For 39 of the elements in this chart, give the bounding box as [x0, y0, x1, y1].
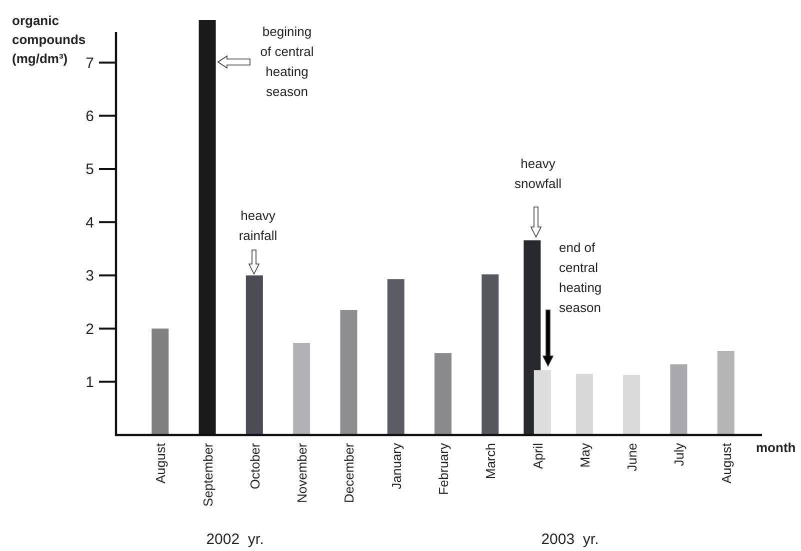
bar	[340, 310, 358, 435]
x-tick-label: May	[577, 442, 592, 468]
x-tick-label: August	[718, 442, 734, 484]
x-tick-label: March	[483, 443, 498, 480]
bar	[434, 353, 452, 435]
annotation: end of central heating season	[559, 240, 602, 315]
bar	[534, 370, 551, 435]
x-tick-label: October	[247, 442, 262, 490]
annotation: heavy snowfall	[514, 156, 562, 191]
bar	[387, 279, 404, 435]
y-tick-label: 6	[86, 108, 94, 126]
bar	[152, 328, 169, 435]
x-tick-label: September	[200, 442, 216, 507]
y-tick-label: 1	[86, 374, 94, 392]
x-tick-label: April	[530, 442, 546, 470]
annotation: begining of central heating season	[260, 24, 314, 99]
bar	[623, 374, 640, 435]
x-tick-label: February	[436, 442, 451, 496]
bar	[576, 374, 593, 435]
y-tick-label: 5	[86, 161, 94, 178]
text: 2003 yr.	[541, 531, 599, 548]
y-tick-label: 4	[86, 214, 94, 232]
x-tick-label: December	[342, 442, 357, 503]
y-tick-label: 2	[86, 320, 94, 338]
bar	[670, 364, 688, 435]
bar	[293, 342, 310, 435]
bar	[482, 274, 499, 435]
x-tick-label: June	[624, 443, 640, 472]
x-tick-label: January	[388, 442, 404, 490]
y-tick-label: 3	[86, 268, 94, 285]
x-axis-title: month	[756, 440, 796, 455]
y-tick-label: 7	[86, 54, 94, 72]
y-axis-title: organic compounds (mg/dm³)	[12, 13, 86, 66]
x-tick-label: August	[153, 442, 168, 484]
annotation: heavy rainfall	[238, 208, 278, 243]
text: 2002 yr.	[206, 531, 264, 548]
bar	[717, 350, 734, 435]
x-tick-label: July	[672, 442, 687, 466]
x-tick-label: November	[294, 442, 310, 503]
